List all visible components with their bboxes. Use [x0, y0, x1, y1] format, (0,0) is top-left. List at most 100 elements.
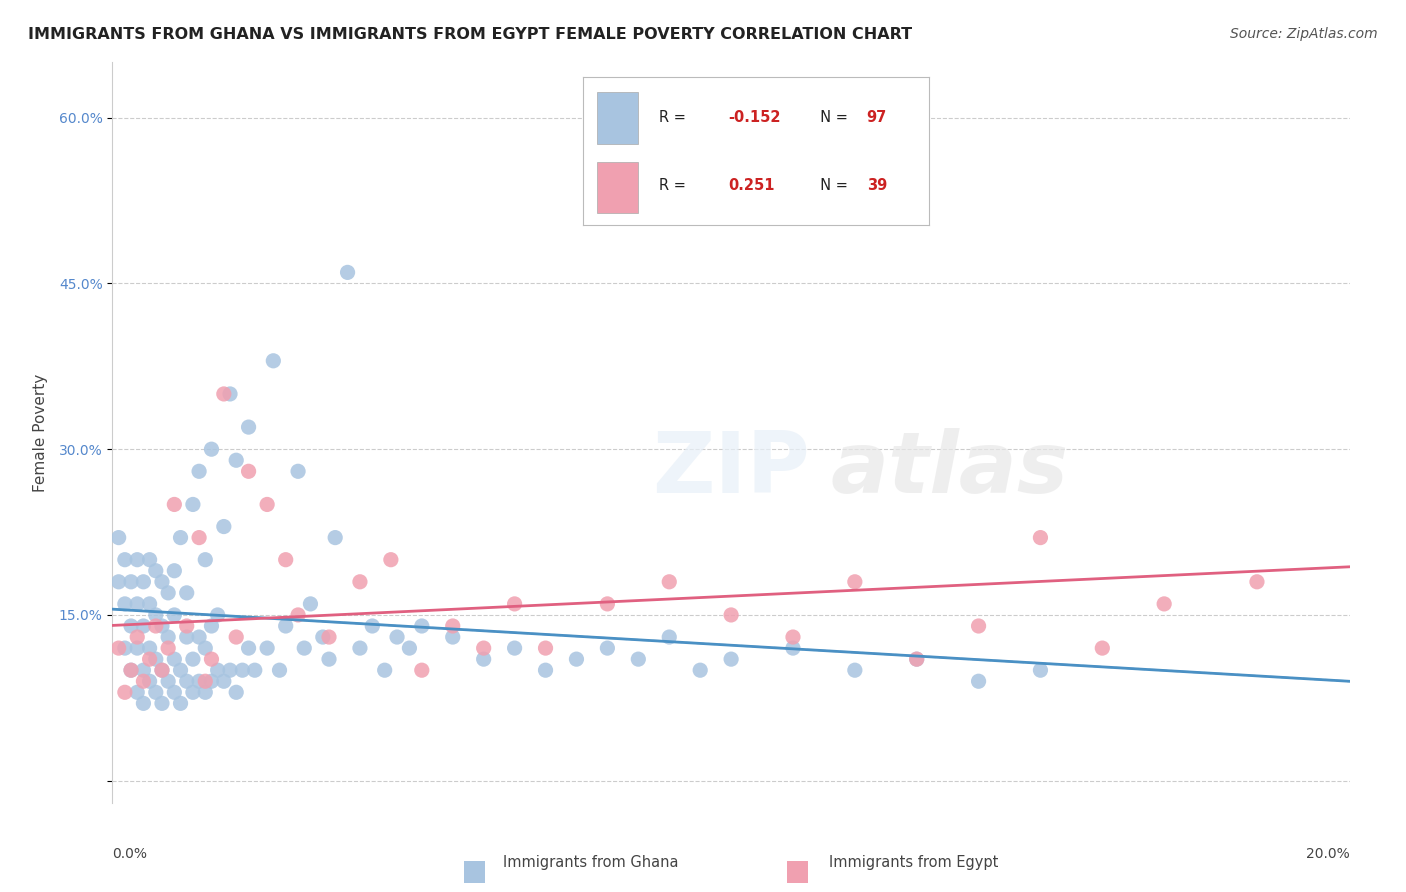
Point: [411, 619, 433, 633]
Point: [318, 652, 340, 666]
Point: [441, 619, 464, 633]
Point: [157, 586, 180, 600]
Point: [967, 619, 990, 633]
Point: [323, 531, 346, 545]
Point: [627, 652, 650, 666]
Point: [231, 663, 253, 677]
Point: [107, 641, 129, 656]
Point: [163, 498, 186, 512]
Point: [120, 574, 142, 589]
Point: [336, 265, 359, 279]
Point: [176, 586, 198, 600]
Point: [120, 619, 142, 633]
Point: [905, 652, 928, 666]
Point: [782, 630, 804, 644]
Point: [107, 574, 129, 589]
Point: [145, 619, 167, 633]
Point: [1029, 531, 1052, 545]
Point: [534, 663, 557, 677]
Point: [120, 663, 142, 677]
Text: 20.0%: 20.0%: [1306, 847, 1350, 861]
Point: [163, 652, 186, 666]
Point: [132, 697, 155, 711]
Point: [169, 697, 191, 711]
Point: [503, 597, 526, 611]
Point: [169, 663, 191, 677]
Point: [312, 630, 335, 644]
Point: [132, 574, 155, 589]
Point: [374, 663, 396, 677]
Text: atlas: atlas: [830, 428, 1069, 511]
Point: [269, 663, 291, 677]
Text: Source: ZipAtlas.com: Source: ZipAtlas.com: [1230, 27, 1378, 41]
Point: [596, 641, 619, 656]
Point: [503, 641, 526, 656]
Point: [380, 552, 402, 566]
Point: [181, 498, 204, 512]
Point: [157, 641, 180, 656]
Point: [349, 641, 371, 656]
Point: [200, 674, 222, 689]
Point: [534, 641, 557, 656]
Point: [219, 663, 242, 677]
Point: [274, 552, 297, 566]
Point: [145, 564, 167, 578]
Point: [188, 674, 211, 689]
Point: [114, 641, 136, 656]
Text: 0.0%: 0.0%: [112, 847, 148, 861]
Point: [127, 552, 149, 566]
Point: [163, 564, 186, 578]
Point: [238, 641, 260, 656]
Point: [472, 652, 495, 666]
Point: [176, 674, 198, 689]
Point: [138, 652, 160, 666]
Point: [188, 630, 211, 644]
Point: [127, 685, 149, 699]
Point: [262, 353, 284, 368]
Point: [256, 498, 278, 512]
Point: [188, 531, 211, 545]
Point: [150, 697, 173, 711]
Point: [411, 663, 433, 677]
Point: [163, 607, 186, 622]
Point: [181, 652, 204, 666]
Point: [274, 619, 297, 633]
Point: [169, 531, 191, 545]
Point: [441, 630, 464, 644]
Point: [349, 574, 371, 589]
Point: [194, 552, 217, 566]
Point: [150, 574, 173, 589]
Point: [212, 674, 235, 689]
Point: [114, 552, 136, 566]
Point: [138, 552, 160, 566]
Point: [212, 387, 235, 401]
Point: [243, 663, 266, 677]
Point: [292, 641, 315, 656]
Point: [225, 685, 247, 699]
Point: [689, 663, 711, 677]
Point: [127, 597, 149, 611]
Point: [150, 663, 173, 677]
Point: [176, 619, 198, 633]
Point: [194, 641, 217, 656]
Point: [287, 607, 309, 622]
Point: [720, 607, 742, 622]
Text: Immigrants from Ghana: Immigrants from Ghana: [503, 855, 678, 870]
Point: [138, 597, 160, 611]
Point: [200, 442, 222, 457]
Text: IMMIGRANTS FROM GHANA VS IMMIGRANTS FROM EGYPT FEMALE POVERTY CORRELATION CHART: IMMIGRANTS FROM GHANA VS IMMIGRANTS FROM…: [28, 27, 912, 42]
Point: [398, 641, 420, 656]
Point: [299, 597, 322, 611]
Point: [1029, 663, 1052, 677]
Point: [207, 663, 229, 677]
Y-axis label: Female Poverty: Female Poverty: [32, 374, 48, 491]
Point: [596, 597, 619, 611]
Point: [150, 663, 173, 677]
Point: [905, 652, 928, 666]
Point: [844, 663, 866, 677]
Point: [145, 607, 167, 622]
Point: [120, 663, 142, 677]
Point: [238, 464, 260, 478]
Point: [114, 685, 136, 699]
Point: [145, 685, 167, 699]
